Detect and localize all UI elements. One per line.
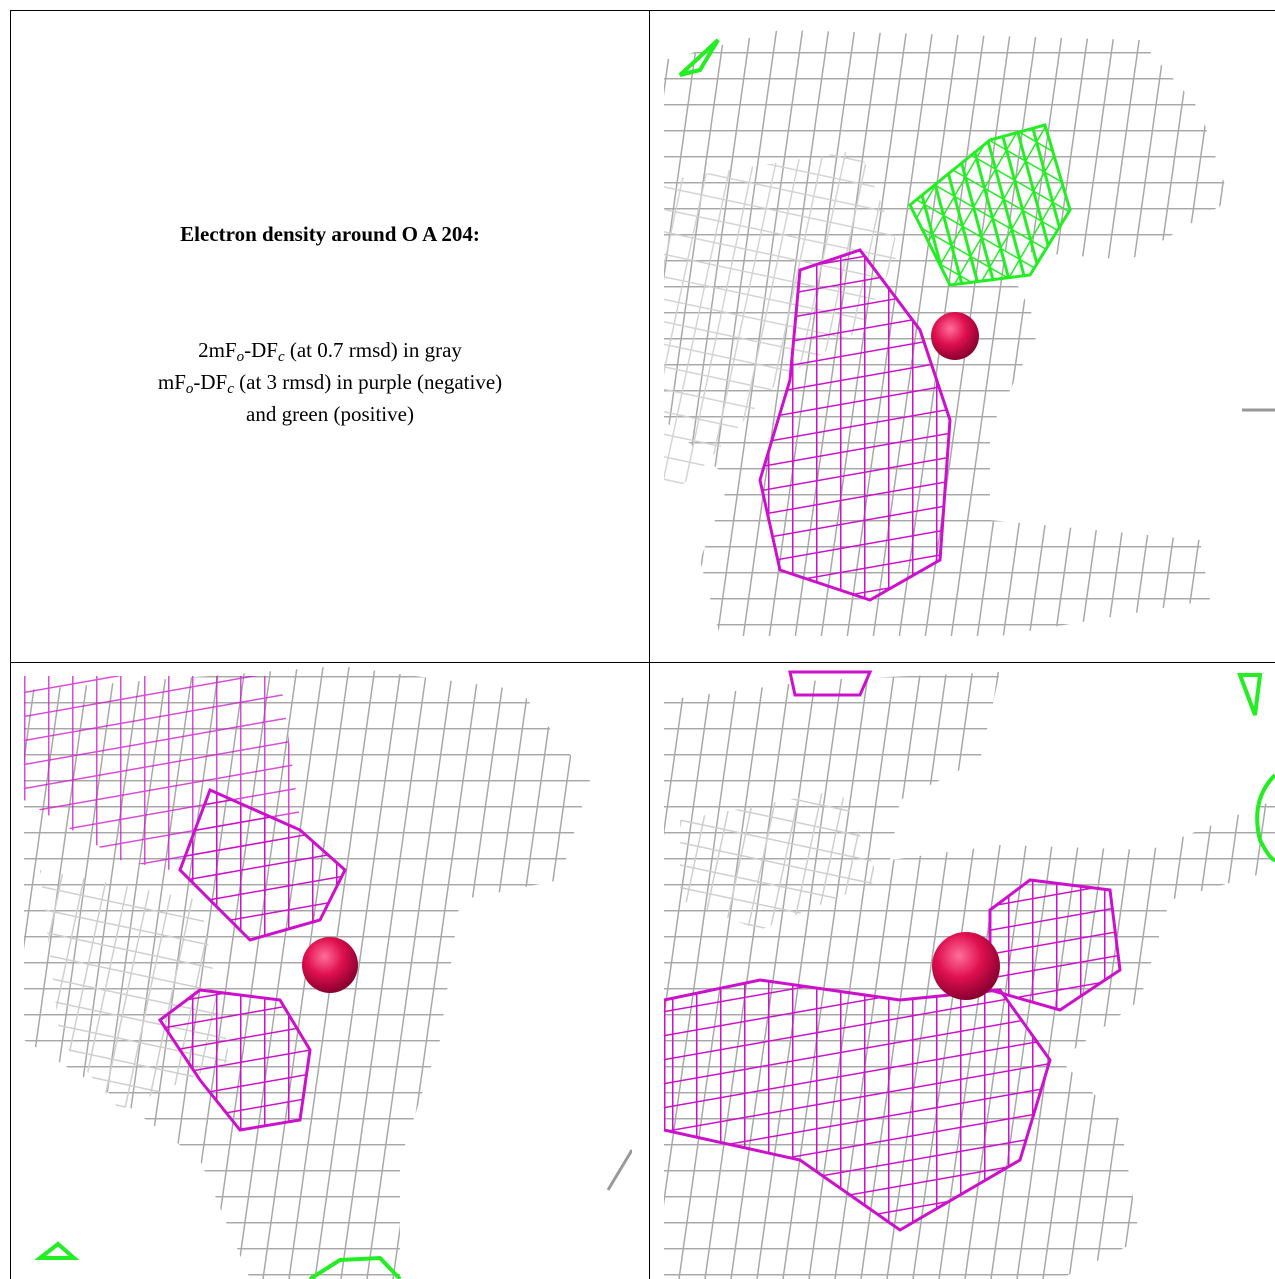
text: (at 0.7 rmsd) in gray	[284, 338, 462, 362]
table-borders	[10, 10, 1275, 1279]
text: 2mF	[198, 338, 237, 362]
density-image-2	[24, 666, 632, 1279]
legend-title: Electron density around O A 204:	[180, 222, 480, 246]
text: and green (positive)	[246, 402, 414, 426]
legend-cell: Electron density around O A 204: 2mFo-DF…	[12, 12, 648, 660]
subscript: o	[236, 349, 245, 365]
text: (at 3 rmsd) in purple (negative)	[233, 370, 503, 394]
subscript: c	[277, 349, 285, 365]
text: mF	[157, 370, 186, 394]
text: -DF	[244, 338, 278, 362]
legend-line: mFo-DFc (at 3 rmsd) in purple (negative)	[12, 366, 648, 398]
subscript: o	[185, 381, 194, 397]
subscript: c	[227, 381, 234, 397]
legend-line: 2mFo-DFc (at 0.7 rmsd) in gray	[12, 334, 648, 366]
legend-line: and green (positive)	[12, 398, 648, 430]
density-image-3	[664, 670, 1275, 1279]
text: -DF	[193, 370, 228, 394]
density-image-1	[664, 30, 1275, 636]
legend-lines: 2mFo-DFc (at 0.7 rmsd) in gray mFo-DFc (…	[12, 334, 648, 430]
